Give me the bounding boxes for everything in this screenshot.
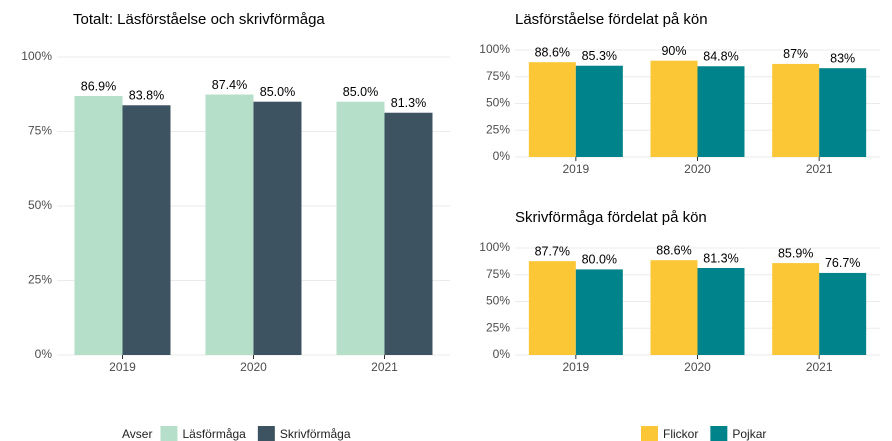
data-label: 86.9% (81, 79, 116, 93)
x-tick-label: 2019 (562, 360, 589, 374)
data-label: 83.8% (129, 89, 164, 103)
data-label: 90% (661, 44, 686, 58)
bar (772, 63, 820, 157)
bar (528, 62, 576, 158)
legend-label: Flickor (663, 427, 698, 441)
x-tick-label: 2021 (371, 360, 398, 374)
bar (650, 60, 698, 158)
data-label: 76.7% (825, 256, 860, 270)
chart-title: Totalt: Läsförståelse och skrivförmåga (73, 11, 325, 28)
bar (205, 94, 254, 355)
bar (697, 66, 745, 157)
y-tick-label: 0% (35, 347, 53, 361)
y-tick-label: 0% (493, 149, 511, 163)
legend-label: Skrivförmåga (280, 427, 351, 441)
y-tick-label: 0% (493, 347, 511, 361)
bar (819, 272, 867, 355)
legend-swatch (710, 426, 728, 441)
legend-swatch (257, 426, 275, 441)
y-tick-label: 75% (28, 124, 52, 138)
legend-title: Avser (122, 427, 152, 441)
bar (384, 112, 433, 355)
y-tick-label: 50% (486, 96, 510, 110)
data-label: 87.7% (535, 244, 570, 258)
bar (336, 101, 385, 355)
data-label: 85.0% (260, 85, 295, 99)
y-tick-label: 25% (486, 122, 510, 136)
bar (819, 68, 867, 157)
bar (575, 65, 623, 157)
legend-swatch (641, 426, 658, 441)
legend-label: Läsförmåga (182, 427, 246, 441)
x-tick-label: 2020 (684, 360, 711, 374)
data-label: 85.0% (343, 85, 378, 99)
bar (650, 260, 698, 355)
y-tick-label: 75% (486, 267, 510, 281)
y-tick-label: 100% (21, 49, 52, 63)
bar (772, 263, 820, 355)
x-tick-label: 2021 (806, 162, 833, 176)
x-tick-label: 2021 (806, 360, 833, 374)
data-label: 83% (830, 51, 855, 65)
x-tick-label: 2019 (109, 360, 136, 374)
bar (528, 261, 576, 355)
bar (122, 105, 171, 355)
legend-label: Pojkar (732, 427, 766, 441)
x-tick-label: 2020 (684, 162, 711, 176)
y-tick-label: 25% (28, 273, 52, 287)
y-tick-label: 50% (28, 198, 52, 212)
bar (697, 268, 745, 355)
data-label: 85.9% (778, 246, 813, 260)
y-tick-label: 100% (479, 42, 510, 56)
chart-title: Skrivförmåga fördelat på kön (515, 209, 707, 226)
bar (253, 101, 302, 355)
bar (74, 96, 123, 356)
y-tick-label: 100% (479, 240, 510, 254)
data-label: 81.3% (703, 251, 738, 265)
data-label: 81.3% (391, 96, 426, 110)
data-label: 88.6% (535, 45, 570, 59)
y-tick-label: 25% (486, 320, 510, 334)
y-tick-label: 75% (486, 69, 510, 83)
chart-title: Läsförståelse fördelat på kön (515, 11, 708, 28)
data-label: 80.0% (582, 253, 617, 267)
data-label: 87% (783, 47, 808, 61)
x-tick-label: 2020 (240, 360, 267, 374)
data-label: 87.4% (212, 78, 247, 92)
data-label: 85.3% (582, 49, 617, 63)
legend-swatch (160, 426, 178, 441)
y-tick-label: 50% (486, 294, 510, 308)
x-tick-label: 2019 (562, 162, 589, 176)
data-label: 88.6% (656, 243, 691, 257)
data-label: 84.8% (703, 50, 738, 64)
bar (575, 269, 623, 355)
